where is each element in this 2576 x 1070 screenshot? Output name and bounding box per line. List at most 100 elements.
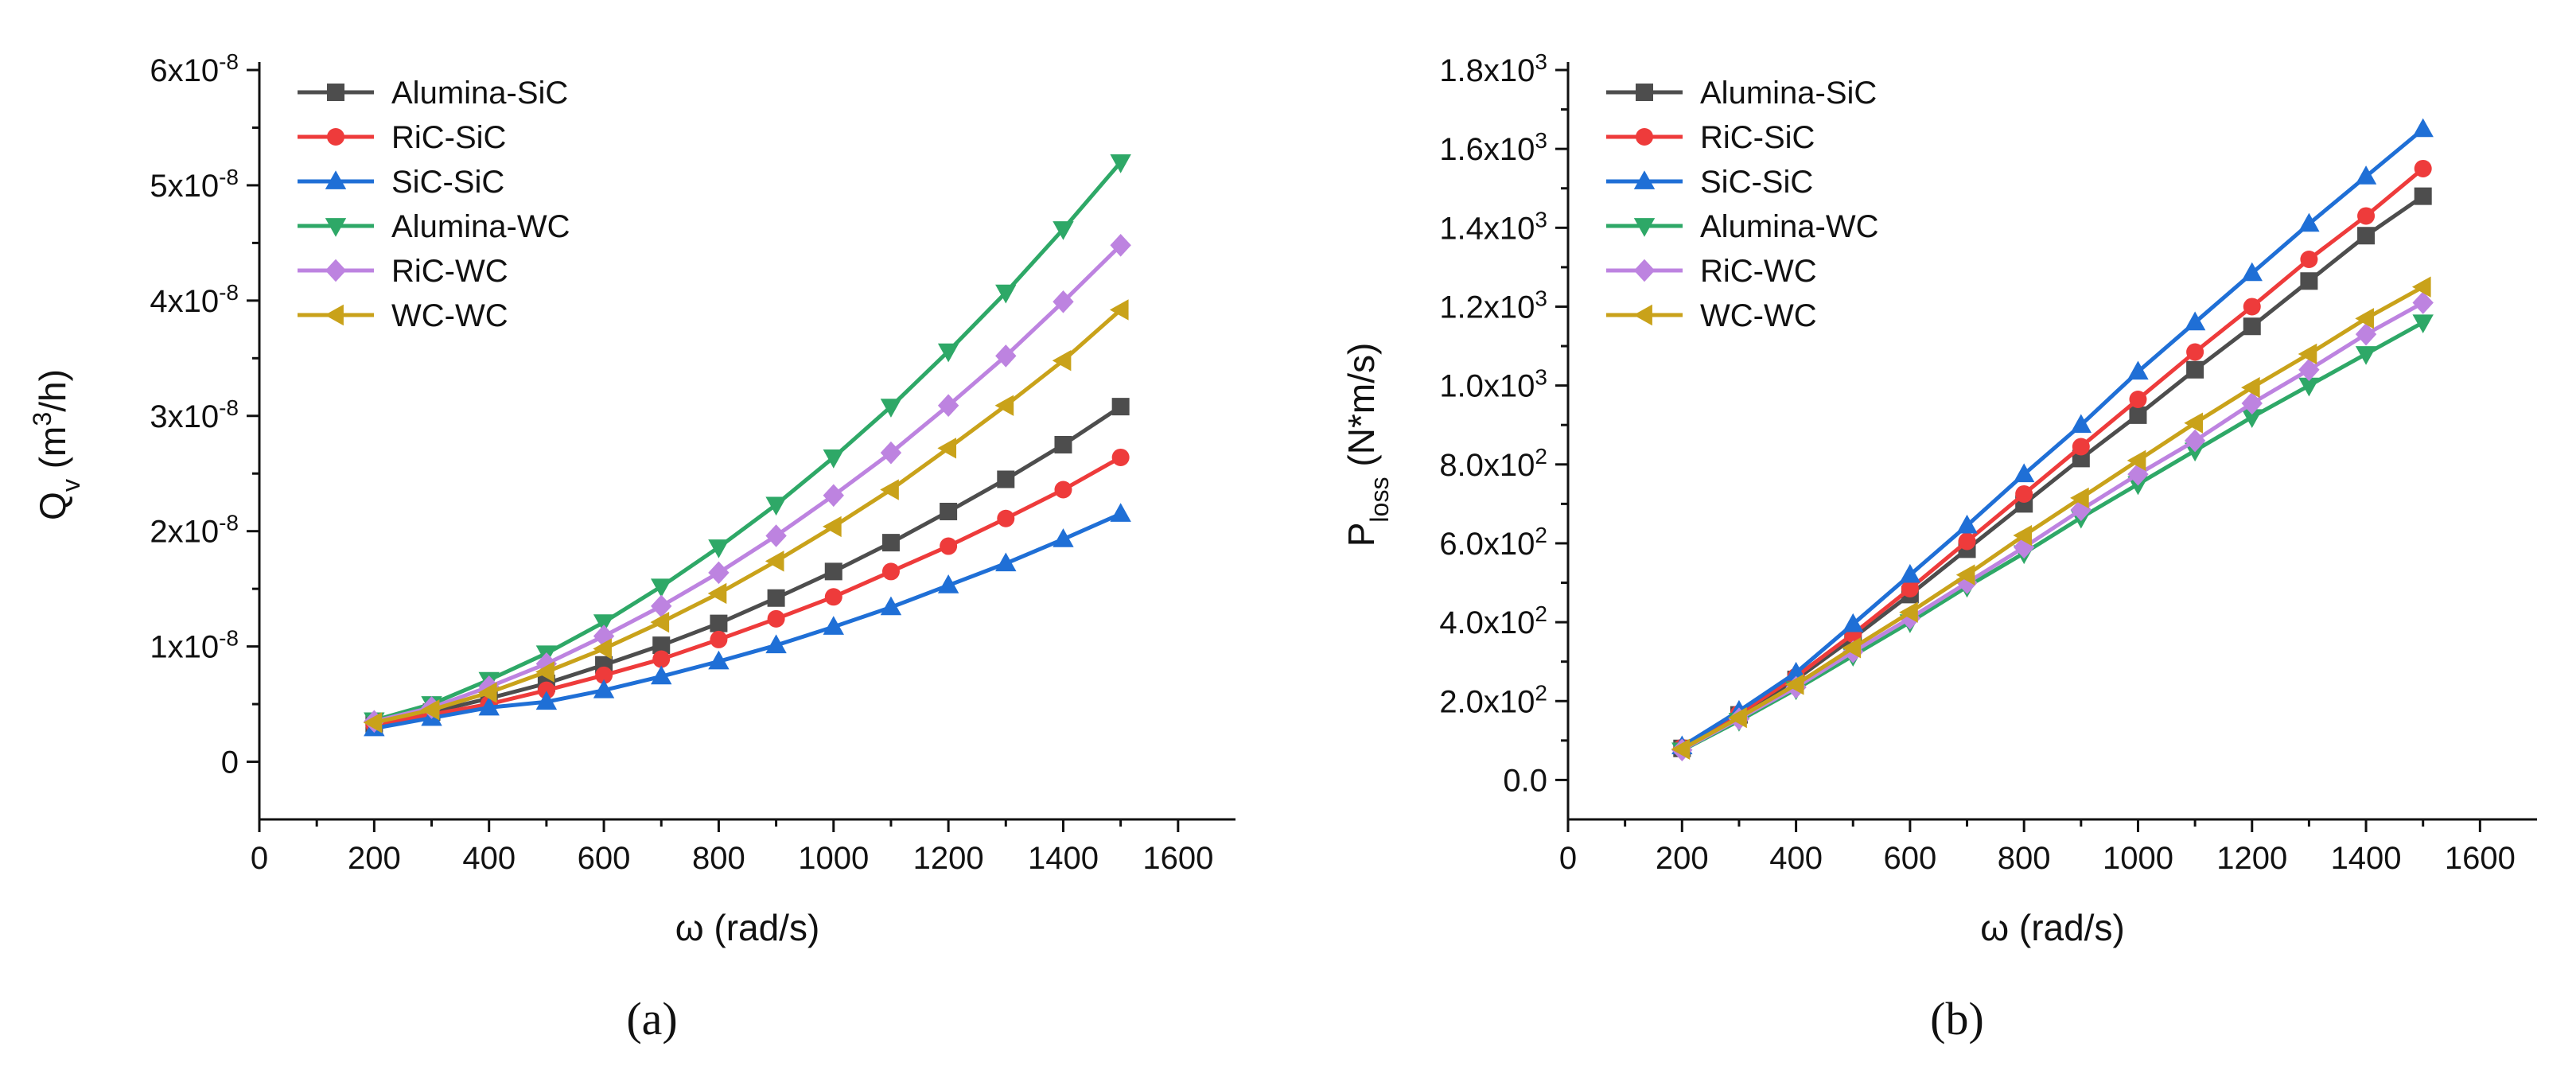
data-point (2013, 463, 2035, 483)
y-tick-label: 1.2x103 (1439, 286, 1547, 325)
data-point (823, 516, 842, 538)
legend-label: SiC-SiC (391, 165, 504, 200)
data-point (2357, 227, 2376, 245)
x-tick-label: 400 (1769, 841, 1823, 876)
data-point (1111, 448, 1130, 466)
data-point (1728, 706, 1747, 729)
data-point (2241, 376, 2260, 399)
panel-label-b: (b) (1930, 993, 1984, 1045)
y-tick-label: 3x10-8 (150, 395, 239, 434)
data-point (593, 614, 615, 633)
data-point (767, 589, 785, 607)
data-point (1784, 674, 1804, 695)
x-tick-label: 200 (348, 841, 401, 876)
legend-label: SiC-SiC (1700, 165, 1813, 200)
data-point (708, 539, 730, 558)
data-point (2186, 343, 2204, 361)
data-point (1053, 290, 1074, 313)
data-point (937, 394, 959, 418)
data-point (940, 503, 958, 521)
x-tick-label: 1600 (2445, 841, 2516, 876)
y-tick-label: 0 (221, 745, 239, 780)
data-point (824, 562, 842, 581)
data-point (2184, 429, 2206, 453)
data-point (1110, 503, 1131, 522)
series-line (1681, 194, 2425, 750)
data-point (2298, 358, 2320, 382)
data-point (1956, 514, 1978, 534)
data-point (2298, 377, 2320, 397)
y-tick-label: 4.0x102 (1439, 601, 1547, 641)
data-point (2412, 118, 2434, 138)
data-point (2357, 207, 2376, 225)
legend-label: Alumina-WC (391, 209, 570, 244)
y-tick-label: 1x10-8 (150, 625, 239, 665)
data-point (880, 596, 902, 616)
data-point (535, 661, 555, 683)
data-point (765, 496, 787, 516)
series-wc-wc (1671, 276, 2431, 760)
data-point (1054, 436, 1072, 453)
legend-marker (325, 304, 344, 326)
data-point (710, 630, 728, 648)
data-point (2127, 360, 2149, 380)
x-tick-label: 200 (1656, 841, 1709, 876)
data-point (2355, 346, 2377, 365)
data-point (478, 696, 500, 716)
y-tick-label: 1.8x103 (1439, 49, 1547, 89)
legend-marker (325, 218, 347, 237)
data-point (824, 588, 842, 606)
x-tick-label: 600 (578, 841, 631, 876)
series-line (1680, 127, 2425, 749)
series-line (373, 405, 1123, 726)
series-line (1681, 301, 2424, 752)
data-point (1958, 532, 1976, 551)
data-point (937, 574, 959, 593)
data-point (651, 578, 672, 598)
data-point (2129, 406, 2147, 424)
y-tick-label: 5x10-8 (150, 164, 239, 204)
x-tick-label: 1200 (2216, 841, 2287, 876)
legend-marker (1633, 259, 1656, 282)
series-line (373, 455, 1122, 727)
series-line (373, 161, 1123, 722)
y-tick-label: 1.4x103 (1439, 207, 1547, 247)
legend: Alumina-SiC RiC-SiC SiC-SiC Alumina-WC RiC-W… (298, 76, 570, 333)
data-point (708, 561, 730, 585)
data-point (477, 682, 497, 703)
data-point (2298, 212, 2320, 232)
y-tick-label: 6.0x102 (1439, 522, 1547, 562)
series-wc-wc (363, 299, 1129, 733)
series-ric-sic (1673, 159, 2432, 757)
data-point (2015, 484, 2033, 503)
data-point (1110, 233, 1131, 257)
legend-label: Alumina-SiC (391, 76, 568, 111)
chart-panel-a: 0 200 400 600 800 1000 1200 1400 1600 0 1x10-8 2x10… (28, 49, 1235, 1045)
data-point (650, 611, 670, 633)
legend-marker (325, 170, 347, 189)
legend-marker (1633, 218, 1656, 237)
data-point (535, 691, 558, 710)
data-point (651, 594, 672, 618)
data-point (767, 609, 785, 628)
data-point (593, 679, 615, 698)
series-line (1681, 285, 2424, 751)
data-point (2186, 360, 2204, 379)
data-point (940, 537, 958, 555)
data-point (765, 551, 784, 572)
data-point (880, 399, 902, 418)
data-point (2072, 438, 2090, 456)
data-point (593, 638, 612, 660)
data-point (1842, 637, 1862, 659)
data-point (995, 344, 1017, 368)
y-tick-label: 0.0 (1503, 763, 1547, 798)
data-point (823, 616, 844, 635)
data-point (2243, 317, 2261, 336)
legend-marker (1633, 304, 1652, 326)
x-tick-label: 800 (692, 841, 745, 876)
x-tick-label: 0 (1559, 841, 1577, 876)
legend-label: RiC-SiC (1700, 120, 1815, 155)
data-point (2184, 442, 2206, 462)
legend-marker (327, 128, 344, 146)
data-point (2355, 165, 2377, 185)
